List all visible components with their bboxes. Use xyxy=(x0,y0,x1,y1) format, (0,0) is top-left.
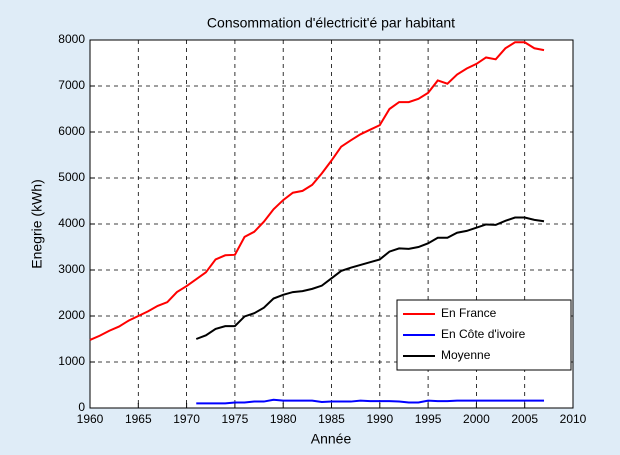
y-tick-label: 5000 xyxy=(58,170,85,184)
x-axis-label: Année xyxy=(311,431,352,447)
x-tick-label: 1985 xyxy=(318,412,345,426)
y-tick-label: 7000 xyxy=(58,78,85,92)
line-series xyxy=(89,41,545,341)
y-tick-label: 1000 xyxy=(58,354,85,368)
y-tick-label: 8000 xyxy=(58,32,85,46)
y-tick-label: 3000 xyxy=(58,262,85,276)
y-axis-label: Enegrie (kWh) xyxy=(29,179,45,268)
y-tick-label: 4000 xyxy=(58,216,85,230)
x-tick-label: 2005 xyxy=(511,412,538,426)
x-tick-label: 1975 xyxy=(222,412,249,426)
x-tick-label: 2000 xyxy=(463,412,490,426)
chart-title: Consommation d'électricit'é par habitant xyxy=(207,15,455,31)
y-tick-label: 6000 xyxy=(58,124,85,138)
x-tick-label: 1970 xyxy=(173,412,200,426)
x-tick-label: 1965 xyxy=(125,412,152,426)
x-tick-label: 1990 xyxy=(366,412,393,426)
plot-frame xyxy=(89,39,574,409)
y-tick-label: 0 xyxy=(78,400,85,414)
line-series xyxy=(195,216,545,340)
x-tick-label: 2010 xyxy=(560,412,587,426)
x-tick-label: 1980 xyxy=(270,412,297,426)
y-tick-label: 2000 xyxy=(58,308,85,322)
x-tick-label: 1960 xyxy=(77,412,104,426)
legend-label: Moyenne xyxy=(441,348,491,362)
legend-label: En Côte d'ivoire xyxy=(441,327,526,341)
line-series xyxy=(196,398,545,405)
x-tick-label: 1995 xyxy=(415,412,442,426)
legend-label: En France xyxy=(441,306,497,320)
